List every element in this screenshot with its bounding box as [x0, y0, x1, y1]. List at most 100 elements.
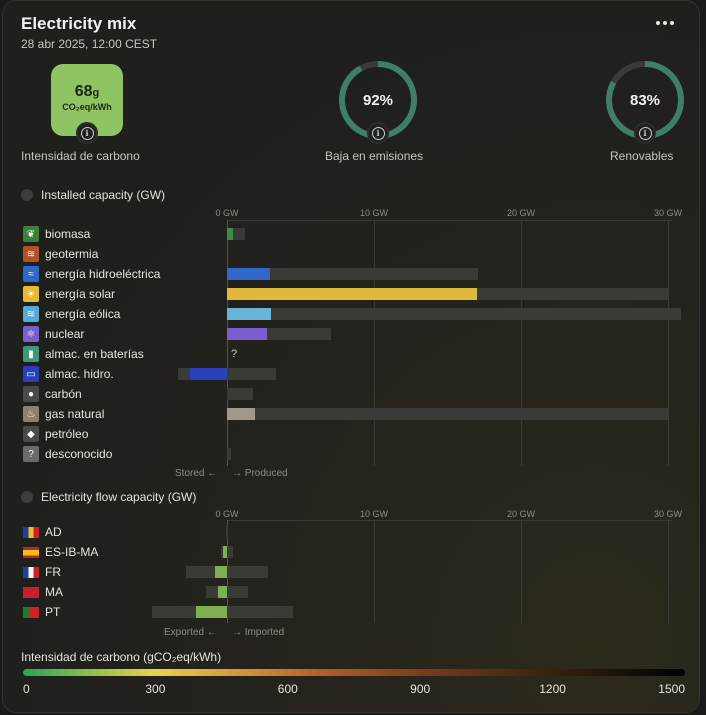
low-emission-label: Baja en emisiones	[325, 149, 424, 163]
carbon-intensity-unit: CO₂eq/kWh	[62, 102, 112, 112]
flow-bar-background	[225, 526, 229, 538]
more-options-icon[interactable]	[653, 13, 677, 33]
capacity-row-name: energía solar	[45, 287, 116, 301]
capacity-gridline	[668, 220, 669, 466]
flow-title: Electricity flow capacity (GW)	[41, 490, 197, 504]
flow-gridline	[374, 520, 375, 623]
capacity-row-name: energía hidroeléctrica	[45, 267, 161, 281]
capacity-tick-label: 30 GW	[653, 208, 683, 218]
capacity-axis-line	[227, 220, 672, 221]
flow-footer-exported: Exported ←	[164, 627, 217, 638]
low-emission-info-icon[interactable]: i	[367, 122, 389, 144]
capacity-row-name: petróleo	[45, 427, 89, 441]
capacity-row-label: ? desconocido	[23, 446, 112, 462]
capacity-row-name: carbón	[45, 387, 82, 401]
flow-row-label: MA	[23, 584, 63, 600]
flow-row-zone: AD	[45, 525, 62, 539]
capacity-unknown-mark: ?	[231, 348, 238, 360]
renewable-value: 83%	[629, 92, 661, 109]
flow-row-zone: PT	[45, 605, 61, 619]
flow-bar-value	[218, 586, 227, 598]
capacity-bar-value	[227, 268, 270, 280]
sun-icon: ☀	[23, 286, 39, 302]
capacity-bar-value	[227, 308, 272, 320]
carbon-intensity-label: Intensidad de carbono	[21, 149, 140, 163]
flow-bar-background	[185, 566, 269, 578]
capacity-bar-background	[227, 408, 670, 420]
flow-tick-label: 0 GW	[215, 509, 239, 519]
capacity-row-name: biomasa	[45, 227, 91, 241]
carbon-intensity-value: 68	[74, 83, 93, 100]
capacity-title: Installed capacity (GW)	[41, 188, 166, 202]
capacity-row-label: ≋ energía eólica	[23, 306, 120, 322]
wind-icon: ≋	[23, 306, 39, 322]
flame-icon: ♨	[23, 406, 39, 422]
carbon-scale-tick: 900	[410, 682, 431, 696]
capacity-row-name: almac. en baterías	[45, 347, 144, 361]
capacity-row-name: geotermia	[45, 247, 99, 261]
spain-flag	[23, 546, 39, 558]
flow-row-label: AD	[23, 524, 62, 540]
capacity-row-name: energía eólica	[45, 307, 121, 321]
capacity-toggle-icon[interactable]	[21, 189, 33, 201]
panel-datetime: 28 abr 2025, 12:00 CEST	[21, 37, 158, 51]
capacity-row-label: ≈ energía hidroeléctrica	[23, 266, 160, 282]
capacity-row-label: ≋ geotermia	[23, 246, 98, 262]
water-waves-icon: ≈	[23, 266, 39, 282]
carbon-scale-title: Intensidad de carbono (gCO₂eq/kWh)	[21, 650, 222, 664]
capacity-bar-background	[227, 308, 682, 320]
reservoir-icon: ▭	[23, 366, 39, 382]
flow-toggle-icon[interactable]	[21, 491, 33, 503]
flow-bar-value	[215, 566, 227, 578]
capacity-row-label: ▮ almac. en baterías	[23, 346, 144, 362]
coal-icon: ●	[23, 386, 39, 402]
panel-title: Electricity mix	[21, 14, 137, 33]
capacity-tick-label: 0 GW	[215, 208, 239, 218]
heat-waves-icon: ≋	[23, 246, 39, 262]
atom-icon: ⚛	[23, 326, 39, 342]
capacity-bar-background	[227, 368, 276, 380]
renewable-label: Renovables	[610, 149, 674, 163]
capacity-bar-background	[227, 448, 232, 460]
flow-row-label: FR	[23, 564, 61, 580]
capacity-row-label: ☀ energía solar	[23, 286, 115, 302]
oil-drop-icon: ◆	[23, 426, 39, 442]
capacity-zero-line	[227, 220, 228, 466]
flow-bar-value	[196, 606, 227, 618]
leaf-icon: ❦	[23, 226, 39, 242]
capacity-bar-value	[190, 368, 227, 380]
question-icon: ?	[23, 446, 39, 462]
renewable-info-icon[interactable]: i	[634, 122, 656, 144]
capacity-row-label: ♨ gas natural	[23, 406, 104, 422]
carbon-scale-gradient	[23, 669, 685, 676]
low-emission-value: 92%	[362, 92, 394, 109]
flow-bar-background	[206, 586, 248, 598]
capacity-bar-value	[227, 408, 255, 420]
flow-row-zone: FR	[45, 565, 61, 579]
capacity-bar-background	[227, 268, 479, 280]
carbon-scale-tick: 0	[23, 682, 30, 696]
flow-row-zone: ES-IB-MA	[45, 545, 99, 559]
flow-gridline	[521, 520, 522, 623]
capacity-row-name: nuclear	[45, 327, 85, 341]
flow-gridline	[668, 520, 669, 623]
carbon-info-icon[interactable]: i	[76, 122, 98, 144]
capacity-gridline	[521, 220, 522, 466]
battery-icon: ▮	[23, 346, 39, 362]
carbon-scale-tick: 300	[145, 682, 166, 696]
flow-section-header[interactable]: Electricity flow capacity (GW)	[21, 490, 196, 504]
capacity-row-name: gas natural	[45, 407, 105, 421]
capacity-footer-stored: Stored ←	[175, 468, 218, 479]
flow-row-zone: MA	[45, 585, 63, 599]
capacity-bar-value	[227, 288, 477, 300]
capacity-row-name: almac. hidro.	[45, 367, 114, 381]
flow-tick-label: 20 GW	[506, 509, 536, 519]
carbon-intensity-unit-small: g	[92, 87, 100, 99]
capacity-row-label: ● carbón	[23, 386, 82, 402]
flow-bar-value	[222, 546, 227, 558]
capacity-section-header[interactable]: Installed capacity (GW)	[21, 188, 165, 202]
flow-footer-imported: → Imported	[232, 627, 285, 638]
flow-tick-label: 10 GW	[359, 509, 389, 519]
morocco-flag	[23, 586, 39, 598]
